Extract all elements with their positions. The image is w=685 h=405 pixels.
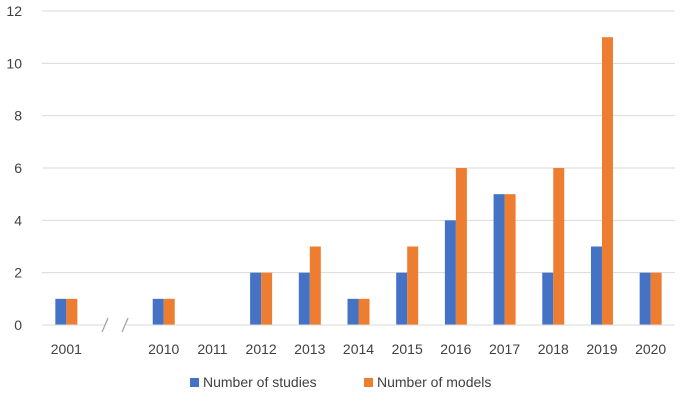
legend: Number of studies Number of models	[190, 374, 491, 390]
legend-label-studies: Number of studies	[203, 374, 317, 390]
bar-studies-2010	[152, 298, 164, 325]
x-tick-label-2016: 2016	[440, 341, 471, 357]
x-axis	[42, 317, 675, 333]
x-tick-label-2014: 2014	[343, 341, 374, 357]
gridlines	[42, 10, 675, 274]
x-tick-label-2019: 2019	[586, 341, 617, 357]
y-tick-label-12: 12	[6, 3, 22, 19]
bar-studies-2013	[298, 272, 310, 325]
x-tick-label-2010: 2010	[148, 341, 179, 357]
x-tick-label-2020: 2020	[635, 341, 666, 357]
bar-studies-2001	[55, 298, 67, 325]
y-tick-label-10: 10	[6, 55, 22, 71]
y-axis-ticks: 0 2 4 6 8 10 12	[6, 3, 22, 333]
bar-studies-2015	[396, 272, 408, 325]
bar-studies-2018	[542, 272, 554, 325]
x-tick-label-2017: 2017	[489, 341, 520, 357]
x-axis-ticks: 2001 2010 2011 2012 2013 2014 2015 2016 2017 2018…	[51, 341, 667, 357]
axis-break-mark-right	[121, 317, 129, 333]
bar-studies-2017	[493, 194, 505, 325]
bars	[55, 37, 662, 326]
bar-studies-2019	[590, 246, 602, 325]
y-tick-label-6: 6	[14, 160, 22, 176]
bar-models-2012	[261, 272, 273, 325]
bar-models-2010	[163, 298, 175, 325]
bar-studies-2012	[250, 272, 262, 325]
bar-studies-2016	[444, 220, 456, 325]
bar-studies-2020	[639, 272, 651, 325]
bar-models-2020	[650, 272, 662, 325]
bar-models-2015	[407, 246, 419, 325]
y-tick-label-2: 2	[14, 265, 22, 281]
y-tick-label-0: 0	[14, 317, 22, 333]
bar-models-2017	[504, 194, 516, 325]
bar-models-2013	[309, 246, 321, 325]
x-tick-label-2012: 2012	[246, 341, 277, 357]
x-tick-label-2015: 2015	[392, 341, 423, 357]
legend-label-models: Number of models	[377, 374, 491, 390]
bar-studies-2014	[347, 298, 359, 325]
legend-swatch-models	[364, 378, 373, 387]
bar-models-2016	[455, 168, 467, 325]
y-tick-label-4: 4	[14, 212, 22, 228]
legend-swatch-studies	[190, 378, 199, 387]
x-tick-label-2013: 2013	[294, 341, 325, 357]
bar-models-2019	[601, 37, 613, 326]
bar-models-2018	[553, 168, 565, 325]
bar-models-2014	[358, 298, 370, 325]
y-tick-label-8: 8	[14, 108, 22, 124]
axis-break-mark-left	[101, 317, 109, 333]
x-tick-label-2011: 2011	[197, 341, 227, 357]
x-tick-label-2001: 2001	[51, 341, 82, 357]
x-tick-label-2018: 2018	[538, 341, 569, 357]
bar-models-2001	[66, 298, 78, 325]
